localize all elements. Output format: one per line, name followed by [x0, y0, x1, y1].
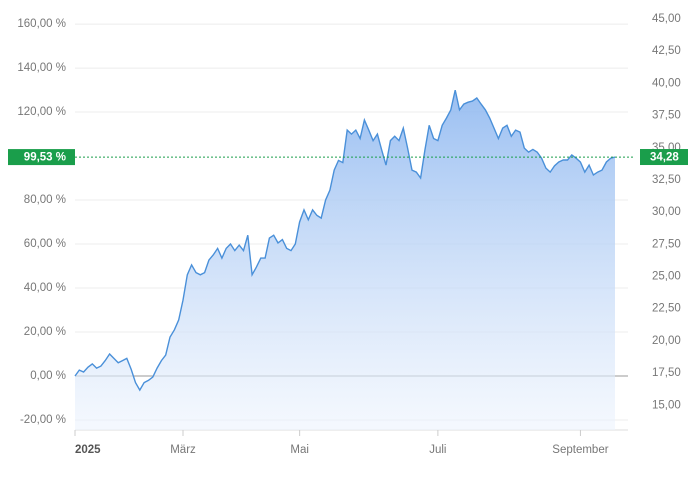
x-tick-label: März — [170, 444, 196, 456]
x-tick-label: September — [552, 444, 608, 456]
y2-tick-label: 25,00 — [652, 271, 681, 283]
y2-tick-label: 27,50 — [652, 238, 681, 250]
current-value-label: 99,53 % — [24, 152, 66, 164]
y-tick-label: 40,00 % — [24, 282, 66, 294]
y2-tick-label: 40,00 — [652, 77, 681, 89]
y2-tick-label: 15,00 — [652, 399, 681, 411]
y-tick-label: 80,00 % — [24, 194, 66, 206]
y2-tick-label: 17,50 — [652, 367, 681, 379]
y-tick-label: 0,00 % — [30, 370, 66, 382]
y2-tick-label: 22,50 — [652, 303, 681, 315]
x-tick-label: 2025 — [75, 444, 101, 456]
current-value-box — [8, 149, 75, 166]
y-tick-label: -20,00 % — [20, 414, 66, 426]
y2-tick-label: 20,00 — [652, 335, 681, 347]
y-tick-label: 20,00 % — [24, 326, 66, 338]
x-tick-label: Mai — [290, 444, 309, 456]
x-tick-label: Juli — [429, 444, 446, 456]
y-tick-label: 140,00 % — [17, 62, 66, 74]
y2-tick-label: 30,00 — [652, 206, 681, 218]
line — [74, 89, 616, 392]
y-tick-label: 120,00 % — [17, 106, 66, 118]
area — [75, 90, 615, 430]
current-value-y2-box — [640, 149, 688, 166]
y2-tick-label: 42,50 — [652, 45, 681, 57]
y2-tick-label: 37,50 — [652, 110, 681, 122]
y2-tick-label: 32,50 — [652, 174, 681, 186]
y2-tick-label: 45,00 — [652, 13, 681, 25]
y-tick-label: 160,00 % — [17, 18, 66, 30]
current-value-y2-label: 34,28 — [650, 152, 679, 164]
y-tick-label: 60,00 % — [24, 238, 66, 250]
